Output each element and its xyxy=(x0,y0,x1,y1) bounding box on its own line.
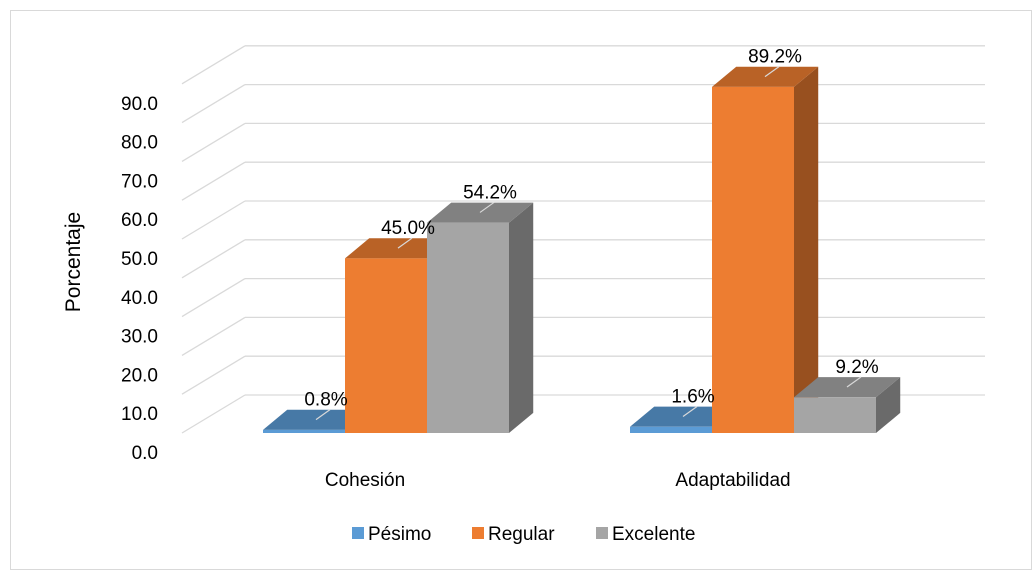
legend-swatch xyxy=(596,527,608,539)
legend-item[interactable]: Excelente xyxy=(596,524,695,545)
legend: Pésimo Regular Excelente xyxy=(352,524,695,545)
bar-front xyxy=(263,429,345,433)
y-tick-label: 60.0 xyxy=(121,210,158,231)
legend-item[interactable]: Regular xyxy=(472,524,555,545)
bar-regular-1 xyxy=(712,66,819,434)
bars xyxy=(263,66,901,434)
gridline-side xyxy=(181,84,246,124)
label-leader xyxy=(397,237,413,249)
bar-top xyxy=(427,202,534,223)
bar-front xyxy=(712,86,794,434)
y-tick-label: 20.0 xyxy=(121,365,158,386)
data-label: 54.2% xyxy=(463,182,517,203)
gridline-side xyxy=(181,278,246,318)
gridline-side xyxy=(181,161,246,201)
bar-side xyxy=(794,66,819,433)
bar-front xyxy=(630,426,712,433)
legend-item[interactable]: Pésimo xyxy=(352,524,431,545)
x-axis-categories: Cohesión Adaptabilidad xyxy=(325,470,791,491)
y-tick-label: 40.0 xyxy=(121,288,158,309)
gridline-side xyxy=(181,394,246,434)
data-label: 9.2% xyxy=(835,357,878,378)
gridline-side xyxy=(181,45,246,85)
bar-top xyxy=(794,377,901,398)
gridline-side xyxy=(181,200,246,240)
legend-label: Regular xyxy=(488,524,555,545)
bar-front xyxy=(427,222,509,433)
label-leader xyxy=(846,376,862,388)
bar-excelente-0 xyxy=(427,202,534,433)
y-tick-label: 30.0 xyxy=(121,327,158,348)
legend-swatch xyxy=(472,527,484,539)
legend-swatch xyxy=(352,527,364,539)
y-axis-ticks: 0.0 10.0 20.0 30.0 40.0 50.0 60.0 70.0 80.0 90.0 xyxy=(121,94,158,464)
label-leader xyxy=(682,406,698,418)
gridline-side xyxy=(181,239,246,279)
label-leader xyxy=(315,409,331,421)
y-tick-label: 90.0 xyxy=(121,94,158,115)
legend-label: Excelente xyxy=(612,524,695,545)
bar-excelente-1 xyxy=(794,377,901,433)
label-leader xyxy=(479,201,495,213)
gridline-side xyxy=(181,355,246,395)
bar-front xyxy=(345,258,427,433)
data-label: 45.0% xyxy=(381,218,435,239)
bar-side xyxy=(509,202,534,433)
bar-top xyxy=(345,238,452,259)
y-tick-label: 70.0 xyxy=(121,171,158,192)
data-labels: 0.8% 45.0% 54.2% 1.6% 89.2% 9.2% xyxy=(304,47,879,421)
y-tick-label: 80.0 xyxy=(121,133,158,154)
y-tick-label: 10.0 xyxy=(121,404,158,425)
y-tick-label: 0.0 xyxy=(132,443,158,464)
x-category-label: Cohesión xyxy=(325,470,405,491)
x-category-label: Adaptabilidad xyxy=(675,470,790,491)
data-label: 1.6% xyxy=(671,387,714,408)
gridline-side xyxy=(181,122,246,162)
bar-top xyxy=(263,409,370,430)
data-label: 89.2% xyxy=(748,47,802,68)
label-leader xyxy=(764,66,780,78)
bar-side xyxy=(876,377,901,433)
bar-top xyxy=(630,406,737,427)
legend-label: Pésimo xyxy=(368,524,431,545)
y-tick-label: 50.0 xyxy=(121,249,158,270)
y-axis-label: Porcentaje xyxy=(62,212,85,312)
bar-top xyxy=(712,66,819,87)
data-label: 0.8% xyxy=(304,390,347,411)
bar-front xyxy=(794,397,876,433)
gridline-side xyxy=(181,316,246,356)
